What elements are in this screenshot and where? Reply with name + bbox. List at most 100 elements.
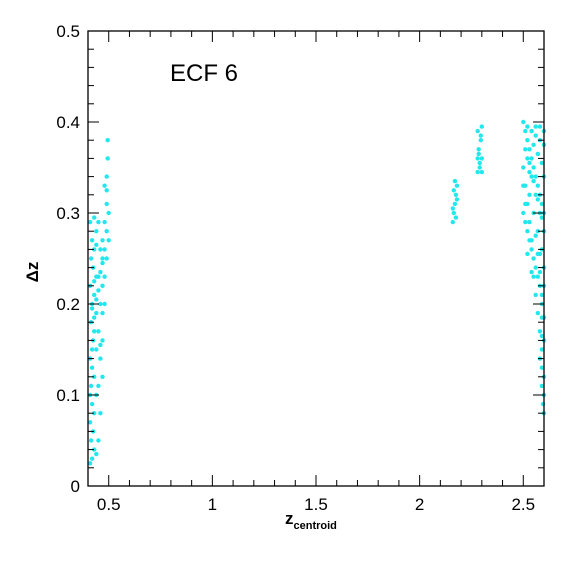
data-point [453,192,459,197]
data-point [87,420,93,425]
data-point [454,197,460,202]
data-point [450,206,455,211]
data-point [529,269,534,275]
data-point [98,342,103,348]
y-tick-label: 0.2 [56,295,80,314]
x-tick-label: 1.5 [304,495,328,514]
data-point [539,201,545,207]
data-point [89,401,95,407]
data-point [521,119,526,125]
data-point [96,383,101,389]
data-point [94,347,99,352]
data-point [525,138,530,143]
data-point [475,156,480,161]
data-point [535,251,540,257]
data-point [475,128,480,134]
y-tick-label: 0.4 [56,113,80,132]
data-point [533,192,538,197]
data-point [521,165,526,170]
data-point [523,147,528,152]
data-point [475,169,480,175]
data-point [98,269,103,275]
axis-ticks: 0.5 1 1.5 2 2.5 0 0.1 0.2 0.3 0.4 0.5 [56,22,545,514]
data-point [87,461,93,466]
data-point [89,347,95,352]
data-point [531,178,536,184]
data-point [96,288,101,293]
data-point [104,256,109,261]
data-point [451,188,456,193]
data-point [537,124,543,129]
data-point [89,365,95,370]
chart-annotation: ECF 6 [170,60,238,87]
x-axis-label-sub: centroid [294,520,337,532]
data-point [100,338,105,343]
data-point [539,365,545,370]
data-point [102,274,107,279]
data-point [525,229,530,234]
x-tick-label: 0.5 [97,495,121,514]
data-point [523,201,528,207]
data-point [106,238,111,243]
data-point [525,124,530,129]
y-axis-label: Δz [23,262,42,283]
data-point [100,310,105,316]
data-point [453,215,459,220]
data-points [87,119,547,466]
x-axis-label: zcentroid [285,509,337,532]
y-tick-label: 0.1 [56,386,80,405]
data-point [535,197,540,202]
data-point [533,174,538,179]
data-point [527,160,532,166]
data-point [476,147,481,152]
data-point [478,138,483,143]
data-point [477,160,482,166]
data-point [450,219,455,225]
data-point [102,247,107,252]
data-point [92,215,97,220]
data-point [479,169,484,175]
data-point [100,283,105,288]
data-point [529,247,534,252]
y-tick-label: 0 [71,477,80,496]
data-point [533,233,538,238]
data-point [521,210,526,216]
data-point [88,256,94,261]
data-point [104,201,109,207]
data-point [535,151,540,157]
data-point [92,315,97,320]
data-point [100,238,105,243]
data-point [527,169,532,175]
data-point [89,456,95,461]
data-point [96,274,101,279]
data-point [535,310,540,316]
data-point [92,374,97,379]
data-point [98,247,103,252]
data-point [100,374,105,379]
data-point [537,329,543,334]
data-point [525,156,530,161]
data-point [98,356,103,361]
data-point [529,174,534,179]
data-point [94,310,99,316]
data-point [539,333,545,339]
data-point [527,192,532,197]
data-point [529,238,534,243]
data-point [94,229,99,234]
data-point [521,183,526,188]
data-point [525,251,530,257]
data-point [476,151,481,157]
data-point [102,219,107,225]
data-point [98,301,103,307]
data-point [478,133,483,138]
data-point [105,138,110,143]
data-point [523,128,528,134]
data-point [529,156,534,161]
x-tick-label: 1 [208,495,217,514]
data-point [100,260,105,266]
data-point [479,156,484,161]
data-point [106,210,111,216]
data-point [94,297,99,302]
data-point [96,438,101,443]
y-tick-label: 0.5 [56,22,80,41]
